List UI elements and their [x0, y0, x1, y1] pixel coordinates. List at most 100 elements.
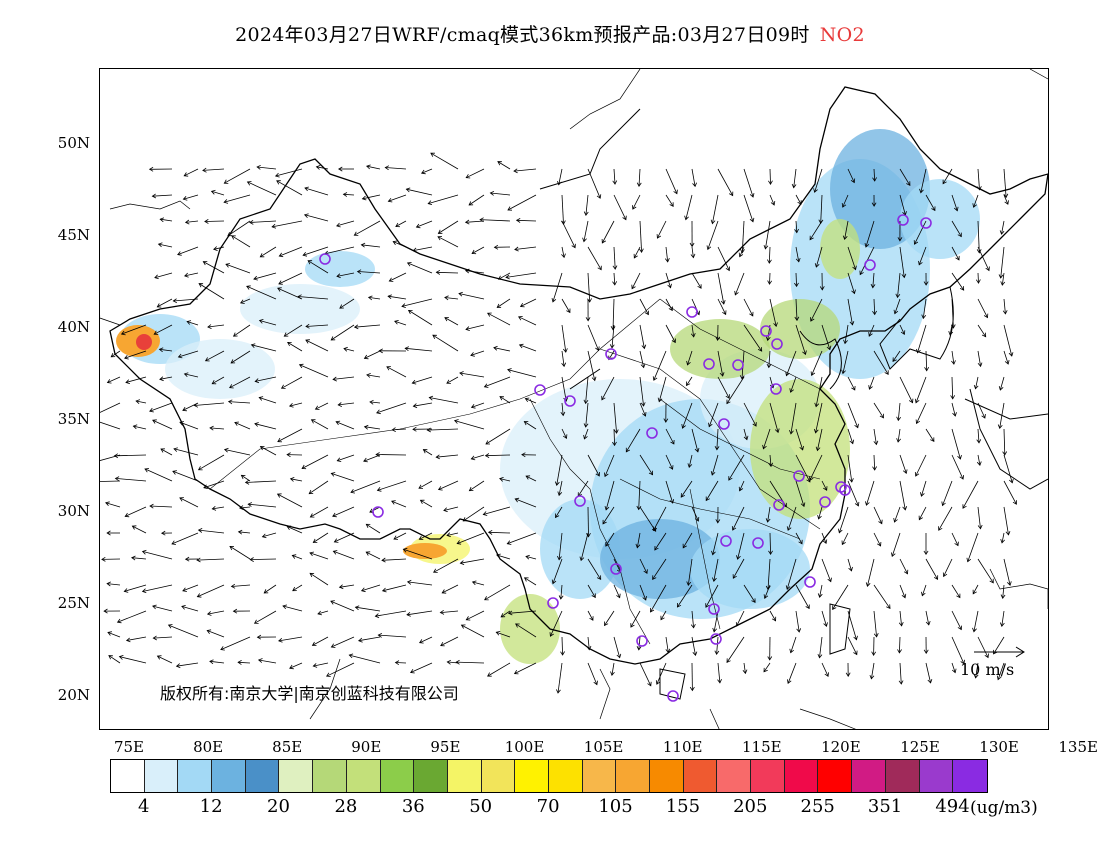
station-marker[interactable]	[920, 217, 932, 229]
wind-arrow-head	[239, 299, 245, 304]
wind-arrow-head	[305, 323, 310, 329]
wind-arrow	[580, 532, 589, 561]
station-marker[interactable]	[534, 384, 546, 396]
wind-arrow	[108, 655, 121, 664]
wind-arrow	[639, 584, 647, 601]
wind-arrow	[726, 376, 745, 404]
wind-arrow-head	[152, 635, 157, 641]
station-marker[interactable]	[703, 358, 715, 370]
station-marker[interactable]	[760, 325, 772, 337]
lon-label: 105E	[583, 738, 624, 756]
wind-arrow	[552, 558, 563, 584]
wind-arrow	[732, 506, 745, 531]
wind-arrow-head	[519, 302, 525, 308]
wind-arrow-head	[437, 486, 443, 491]
wind-arrow-head	[482, 511, 488, 516]
station-marker[interactable]	[793, 470, 805, 482]
wind-arrow	[395, 662, 407, 664]
wind-arrow-head	[765, 336, 771, 342]
station-marker[interactable]	[646, 427, 658, 439]
station-marker[interactable]	[319, 253, 331, 265]
wind-arrow-head	[872, 177, 877, 182]
wind-arrow-head	[941, 501, 946, 507]
neighbor-borders	[109, 69, 1048, 729]
wind-arrow	[795, 610, 800, 633]
wind-arrow-head	[303, 213, 309, 218]
wind-arrow	[638, 168, 641, 187]
wind-arrow-head	[314, 405, 320, 410]
wind-arrow	[977, 558, 994, 584]
wind-arrow-head	[953, 206, 959, 212]
station-marker[interactable]	[547, 597, 559, 609]
wind-arrow	[656, 662, 667, 685]
wind-arrow-head	[972, 203, 977, 208]
wind-arrow-head	[411, 379, 417, 385]
wind-arrow-head	[230, 583, 236, 589]
map-canvas[interactable]	[99, 68, 1049, 730]
station-marker[interactable]	[574, 495, 586, 507]
wind-arrow	[613, 246, 616, 270]
station-marker[interactable]	[708, 603, 720, 615]
station-marker[interactable]	[610, 563, 622, 575]
wind-arrow-head	[258, 396, 264, 401]
wind-arrow	[375, 610, 407, 617]
wind-arrow	[707, 220, 719, 250]
wind-arrow	[240, 298, 251, 304]
station-marker[interactable]	[372, 506, 384, 518]
wind-arrow	[561, 402, 564, 416]
wind-arrow	[625, 428, 641, 453]
wind-arrow-head	[229, 384, 234, 389]
wind-arrow-head	[942, 572, 948, 578]
wind-arrow-head	[918, 260, 923, 266]
station-marker[interactable]	[636, 635, 648, 647]
wind-arrow-head	[415, 223, 421, 229]
wind-arrow	[561, 376, 567, 402]
legend-swatch	[481, 760, 516, 792]
wind-arrow-head	[732, 574, 737, 579]
wind-arrow	[277, 428, 303, 442]
wind-arrow-head	[684, 215, 689, 221]
wind-arrow	[1003, 324, 1013, 357]
wind-arrow	[401, 298, 433, 307]
station-marker[interactable]	[718, 418, 730, 430]
wind-arrow	[951, 298, 954, 329]
wind-arrow	[847, 480, 859, 507]
station-marker[interactable]	[771, 338, 783, 350]
wind-arrow-head	[597, 265, 602, 271]
wind-arrow-head	[332, 512, 337, 518]
station-marker[interactable]	[804, 576, 816, 588]
wind-arrow-head	[348, 653, 354, 659]
wind-arrow	[297, 296, 329, 300]
wind-arrow-head	[854, 501, 860, 507]
wind-arrow-head	[669, 499, 675, 504]
wind-arrow-head	[689, 686, 695, 692]
wind-arrow-head	[386, 366, 391, 371]
wind-arrow	[921, 584, 927, 596]
wind-arrow	[894, 506, 901, 523]
station-marker[interactable]	[864, 259, 876, 271]
wind-arrow-head	[901, 593, 907, 599]
wind-arrow-head	[767, 280, 773, 285]
station-marker[interactable]	[835, 481, 847, 493]
station-marker[interactable]	[773, 499, 785, 511]
station-marker[interactable]	[770, 383, 782, 395]
station-marker[interactable]	[667, 690, 679, 702]
wind-arrow-head	[826, 345, 832, 351]
wind-arrow-head	[725, 394, 730, 399]
wind-arrow-head	[462, 517, 468, 522]
station-marker[interactable]	[605, 348, 617, 360]
station-marker[interactable]	[686, 306, 698, 318]
station-marker[interactable]	[710, 633, 722, 645]
wind-arrow-head	[1004, 200, 1009, 205]
station-marker[interactable]	[564, 395, 576, 407]
wind-arrow-head	[799, 445, 804, 451]
wind-arrow-head	[712, 627, 718, 633]
wind-arrow-head	[471, 580, 477, 586]
station-marker[interactable]	[819, 496, 831, 508]
station-marker[interactable]	[720, 535, 732, 547]
station-marker[interactable]	[732, 359, 744, 371]
station-marker[interactable]	[752, 537, 764, 549]
wind-arrow	[331, 636, 355, 648]
station-marker[interactable]	[897, 214, 909, 226]
wind-arrow	[653, 350, 667, 381]
